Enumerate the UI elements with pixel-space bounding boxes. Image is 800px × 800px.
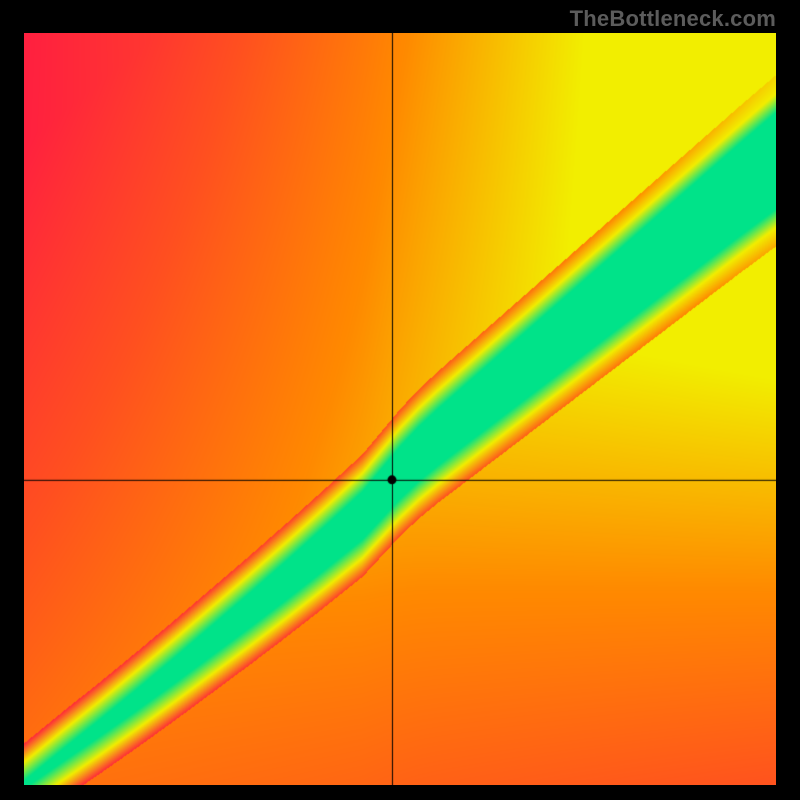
bottleneck-heatmap	[24, 33, 776, 785]
watermark-text: TheBottleneck.com	[570, 6, 776, 32]
